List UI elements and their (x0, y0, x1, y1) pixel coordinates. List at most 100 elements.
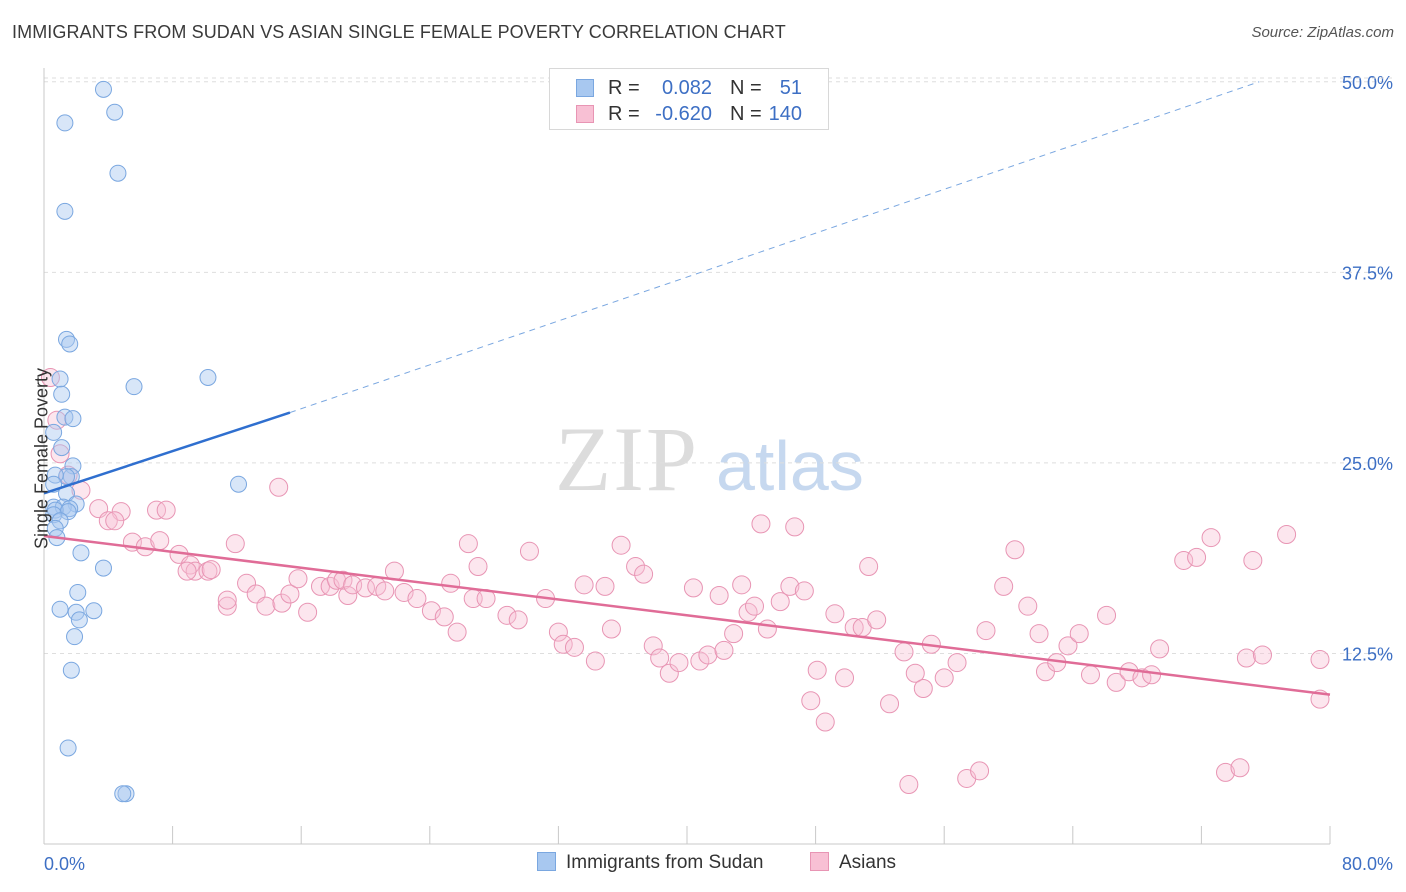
asians-point (156, 500, 176, 520)
asians-point (1018, 596, 1038, 616)
sudan-point (106, 103, 124, 121)
asians-point (1029, 624, 1049, 644)
asians-point (564, 637, 584, 657)
r-value: 0.082 (661, 77, 712, 99)
asians-point (595, 576, 615, 596)
asians-point (177, 561, 197, 581)
asians-point (105, 511, 125, 531)
sudan-point (59, 739, 77, 757)
asians-point (288, 569, 308, 589)
sudan-trend-line (43, 411, 291, 495)
asians-point (394, 582, 414, 602)
asians-point (98, 511, 118, 531)
asians-point (732, 575, 752, 595)
source-label: Source: ZipAtlas.com (1251, 24, 1394, 41)
sudan-point (58, 330, 76, 348)
asians-point (770, 592, 790, 612)
asians-point (375, 581, 395, 601)
sudan-point (53, 439, 71, 457)
legend-item-asians[interactable]: Asians (810, 852, 896, 874)
asians-point (1201, 528, 1221, 548)
asians-point (441, 573, 461, 593)
asians-point (1142, 665, 1162, 685)
asians-point (1174, 550, 1194, 570)
asians-point (745, 596, 765, 616)
sudan-point (61, 500, 79, 518)
asians-point (1106, 672, 1126, 692)
asians-point (280, 584, 300, 604)
asians-point (1243, 550, 1263, 570)
x-tick-label: 80.0% (1342, 854, 1393, 874)
sudan-point (45, 506, 63, 524)
asians-point (751, 514, 771, 534)
asians-point (626, 557, 646, 577)
asians-point (835, 668, 855, 688)
sudan-point (109, 164, 127, 182)
legend-item-sudan[interactable]: Immigrants from Sudan (537, 852, 763, 874)
asians-point (1236, 648, 1256, 668)
watermark-zip: ZIP (555, 408, 699, 510)
asians-point (807, 660, 827, 680)
asians-point (201, 560, 221, 580)
sudan-swatch (576, 79, 594, 97)
asians-point (669, 653, 689, 673)
y-tick-label: 50.0% (1342, 73, 1393, 93)
stats-legend: R = 0.082 N = 51 R = -0.620 N = 140 (549, 68, 829, 130)
sudan-point (62, 661, 80, 679)
asians-point (867, 610, 887, 630)
asians-point (683, 578, 703, 598)
asians-point (548, 622, 568, 642)
asians-point (198, 561, 218, 581)
sudan-point (56, 114, 74, 132)
asians-point (585, 651, 605, 671)
asians-point (269, 477, 289, 497)
legend-label-sudan: Immigrants from Sudan (566, 852, 764, 873)
asians-swatch (576, 105, 594, 123)
sudan-point (64, 457, 82, 475)
asians-point (1230, 758, 1250, 778)
asians-point (50, 444, 70, 464)
asians-point (497, 605, 517, 625)
n-value: 140 (768, 103, 802, 125)
asians-point (1252, 645, 1272, 665)
asians-point (447, 622, 467, 642)
x-tick-label: 0.0% (44, 854, 85, 874)
asians-point (237, 573, 257, 593)
r-label: R = (608, 77, 640, 99)
asians-point (643, 636, 663, 656)
sudan-point (61, 335, 79, 353)
sudan-point (53, 385, 71, 403)
chart-title: IMMIGRANTS FROM SUDAN VS ASIAN SINGLE FE… (12, 22, 786, 42)
asians-point (650, 648, 670, 668)
asians-point (905, 663, 925, 683)
asians-point (225, 534, 245, 554)
asians-point (825, 604, 845, 624)
asians-point (894, 642, 914, 662)
asians-point (434, 607, 454, 627)
asians-legend-swatch (810, 852, 829, 871)
asians-point (333, 570, 353, 590)
r-label: R = (608, 103, 640, 125)
asians-point (976, 621, 996, 641)
asians-point (519, 541, 539, 561)
asians-point (601, 619, 621, 639)
asians-point (899, 775, 919, 795)
sudan-point (94, 559, 112, 577)
sudan-point (64, 410, 82, 428)
asians-point (407, 589, 427, 609)
asians-point (934, 668, 954, 688)
y-tick-label: 25.0% (1342, 454, 1393, 474)
sudan-point (56, 202, 74, 220)
asians-point (217, 590, 237, 610)
sudan-legend-swatch (537, 852, 556, 871)
y-tick-label: 12.5% (1342, 644, 1393, 664)
asians-point (1069, 624, 1089, 644)
asians-point (553, 634, 573, 654)
asians-point (794, 581, 814, 601)
asians-point (785, 517, 805, 537)
asians-point (724, 624, 744, 644)
asians-point (574, 575, 594, 595)
asians-point (1216, 762, 1236, 782)
asians-point (1150, 639, 1170, 659)
asians-trend-line (43, 534, 1331, 696)
